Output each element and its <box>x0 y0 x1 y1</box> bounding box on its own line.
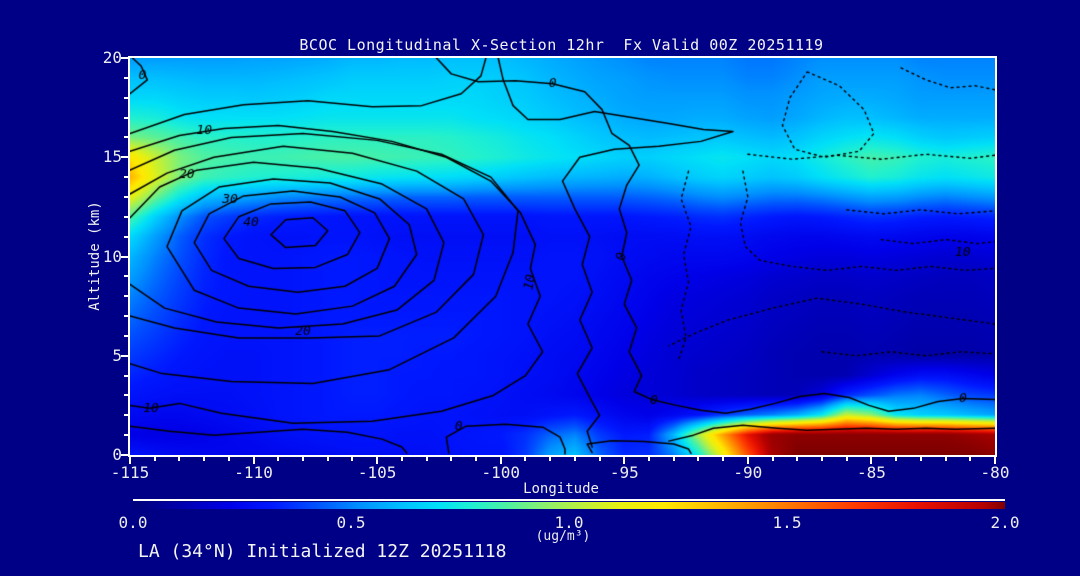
y-axis-minor-tick <box>124 176 128 179</box>
colorbar-tick-label: 0.5 <box>336 513 366 532</box>
x-axis-minor-tick <box>277 457 280 461</box>
x-axis-minor-tick <box>573 457 576 461</box>
y-axis-minor-tick <box>124 394 128 397</box>
x-axis-minor-tick <box>919 457 922 461</box>
x-axis-minor-tick <box>549 457 552 461</box>
y-axis-minor-tick <box>124 414 128 417</box>
x-axis-minor-tick <box>400 457 403 461</box>
x-axis-major-tick <box>623 457 626 464</box>
x-axis-minor-tick <box>153 457 156 461</box>
x-axis-tick-label: -90 <box>733 463 763 482</box>
x-axis-minor-tick <box>450 457 453 461</box>
y-axis-minor-tick <box>124 275 128 278</box>
x-axis-tick-label: -105 <box>357 463 397 482</box>
x-axis-major-tick <box>870 457 873 464</box>
x-axis-minor-tick <box>895 457 898 461</box>
y-axis-tick-label: 10 <box>102 246 122 266</box>
colorbar <box>133 499 1005 509</box>
x-axis-minor-tick <box>697 457 700 461</box>
x-axis-minor-tick <box>302 457 304 461</box>
y-axis-tick-label: 20 <box>102 48 122 67</box>
colorbar-units: (ug/m³) <box>535 529 591 544</box>
x-axis-minor-tick <box>524 457 527 461</box>
x-axis-tick-label: -85 <box>856 463 886 482</box>
x-axis-tick-label: -115 <box>110 463 150 482</box>
x-axis-major-tick <box>252 457 255 464</box>
x-axis-tick-label: -100 <box>481 463 520 482</box>
y-axis-minor-tick <box>124 374 128 377</box>
y-axis-major-tick <box>121 255 128 258</box>
y-axis-minor-tick <box>124 96 128 99</box>
colorbar-tick-label: 0.0 <box>118 513 148 532</box>
y-axis-major-tick <box>121 454 128 456</box>
y-axis-minor-tick <box>124 315 128 318</box>
x-axis-major-tick <box>994 457 996 464</box>
x-axis-major-tick <box>376 457 379 464</box>
x-axis-minor-tick <box>598 457 601 461</box>
y-axis-minor-tick <box>124 116 128 119</box>
xsection-plot-canvas <box>130 58 995 455</box>
x-axis-major-tick <box>129 457 131 464</box>
x-axis-minor-tick <box>845 457 848 461</box>
x-axis-major-tick <box>499 457 502 464</box>
x-axis-minor-tick <box>227 457 230 461</box>
x-axis-minor-tick <box>944 457 947 461</box>
x-axis-minor-tick <box>672 457 675 461</box>
y-axis-tick-label: 15 <box>102 147 122 167</box>
x-axis-tick-label: -110 <box>234 463 273 482</box>
x-axis-major-tick <box>746 457 749 464</box>
x-axis-minor-tick <box>722 457 725 461</box>
y-axis-tick-label: 0 <box>112 445 122 464</box>
y-axis-minor-tick <box>124 295 128 298</box>
y-axis-minor-tick <box>124 434 128 437</box>
x-axis-minor-tick <box>475 457 477 461</box>
plot-frame <box>128 56 997 457</box>
x-axis-minor-tick <box>648 457 650 461</box>
colorbar-tick-label: 2.0 <box>990 513 1020 532</box>
y-axis-major-tick <box>121 156 128 159</box>
x-axis-minor-tick <box>326 457 329 461</box>
x-axis-minor-tick <box>821 457 823 461</box>
x-axis-minor-tick <box>771 457 774 461</box>
y-axis-tick-label: 5 <box>112 345 122 365</box>
y-axis-major-tick <box>121 57 128 59</box>
y-axis-minor-tick <box>124 215 128 218</box>
x-axis-tick-label: -95 <box>609 463 639 482</box>
x-axis-minor-tick <box>969 457 972 461</box>
x-axis-title: Longitude <box>523 481 599 497</box>
y-axis-minor-tick <box>124 334 128 337</box>
y-axis-major-tick <box>121 354 128 357</box>
colorbar-tick-label: 1.0 <box>554 513 584 532</box>
x-axis-minor-tick <box>203 457 206 461</box>
colorbar-tick-label: 1.5 <box>772 513 802 532</box>
colorbar-gradient <box>133 502 1005 509</box>
chart-title: BCOC Longitudinal X-Section 12hr Fx Vali… <box>299 36 824 54</box>
x-axis-minor-tick <box>178 457 181 461</box>
x-axis-minor-tick <box>796 457 799 461</box>
y-axis-minor-tick <box>124 136 128 139</box>
y-axis-minor-tick <box>124 195 128 198</box>
x-axis-minor-tick <box>351 457 354 461</box>
y-axis-minor-tick <box>124 76 128 79</box>
x-axis-minor-tick <box>425 457 428 461</box>
y-axis-minor-tick <box>124 235 128 238</box>
init-time-caption: LA (34°N) Initialized 12Z 20251118 <box>138 541 507 562</box>
x-axis-tick-label: -80 <box>980 463 1010 482</box>
